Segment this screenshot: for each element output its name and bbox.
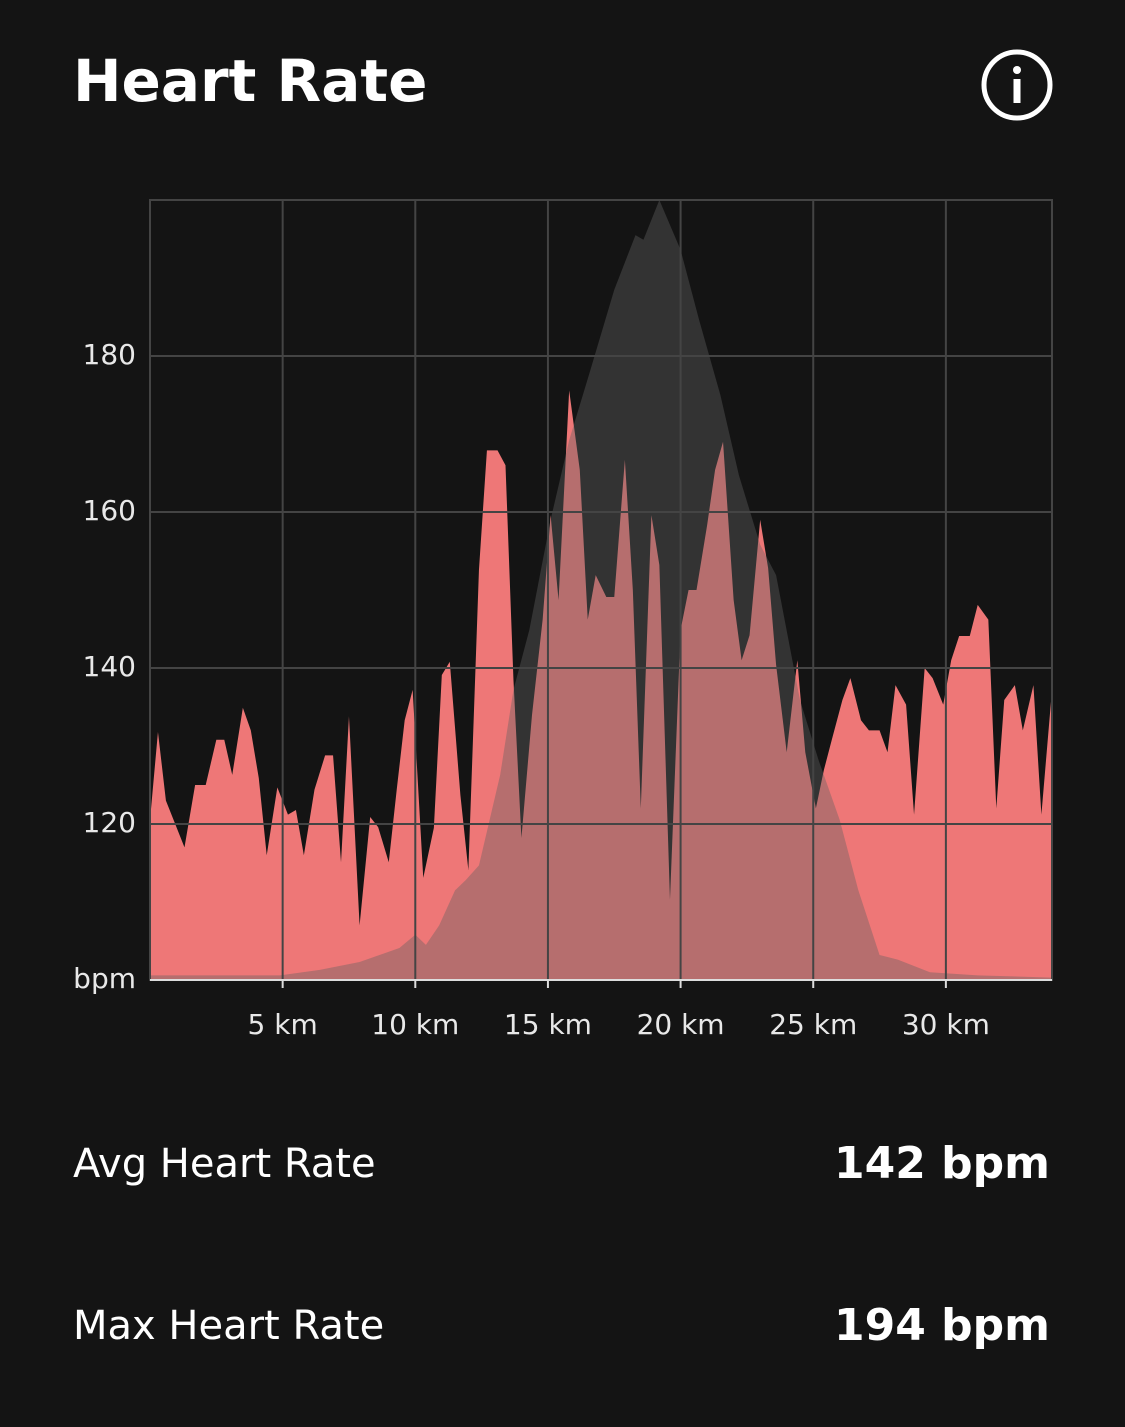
info-icon[interactable] xyxy=(981,49,1053,121)
x-tick-label: 10 km xyxy=(371,1008,459,1041)
stat-label: Avg Heart Rate xyxy=(73,1141,376,1187)
x-tick-label: 15 km xyxy=(504,1008,592,1041)
stat-value: 142 bpm xyxy=(834,1138,1050,1189)
info-dot xyxy=(1013,66,1021,74)
info-stem xyxy=(1013,79,1021,103)
area xyxy=(150,390,1052,980)
y-tick-label: 140 xyxy=(83,650,136,683)
y-tick-label: bpm xyxy=(73,962,136,995)
x-tick-label: 30 km xyxy=(902,1008,990,1041)
plot: bpm 120 140 160 180 5 km 10 km 15 km 20 km 25 km 3… xyxy=(73,199,1053,1041)
y-tick-label: 160 xyxy=(83,494,136,527)
stat-value: 194 bpm xyxy=(834,1300,1050,1351)
area xyxy=(150,200,1052,980)
x-tick-label: 20 km xyxy=(637,1008,725,1041)
x-tick-label: 25 km xyxy=(769,1008,857,1041)
info-circle xyxy=(981,49,1053,121)
chart-title: Heart Rate xyxy=(73,47,427,115)
stat-label: Max Heart Rate xyxy=(73,1303,384,1349)
y-tick-label: 180 xyxy=(83,338,136,371)
x-tick-label: 5 km xyxy=(248,1008,318,1041)
y-tick-label: 120 xyxy=(83,806,136,839)
